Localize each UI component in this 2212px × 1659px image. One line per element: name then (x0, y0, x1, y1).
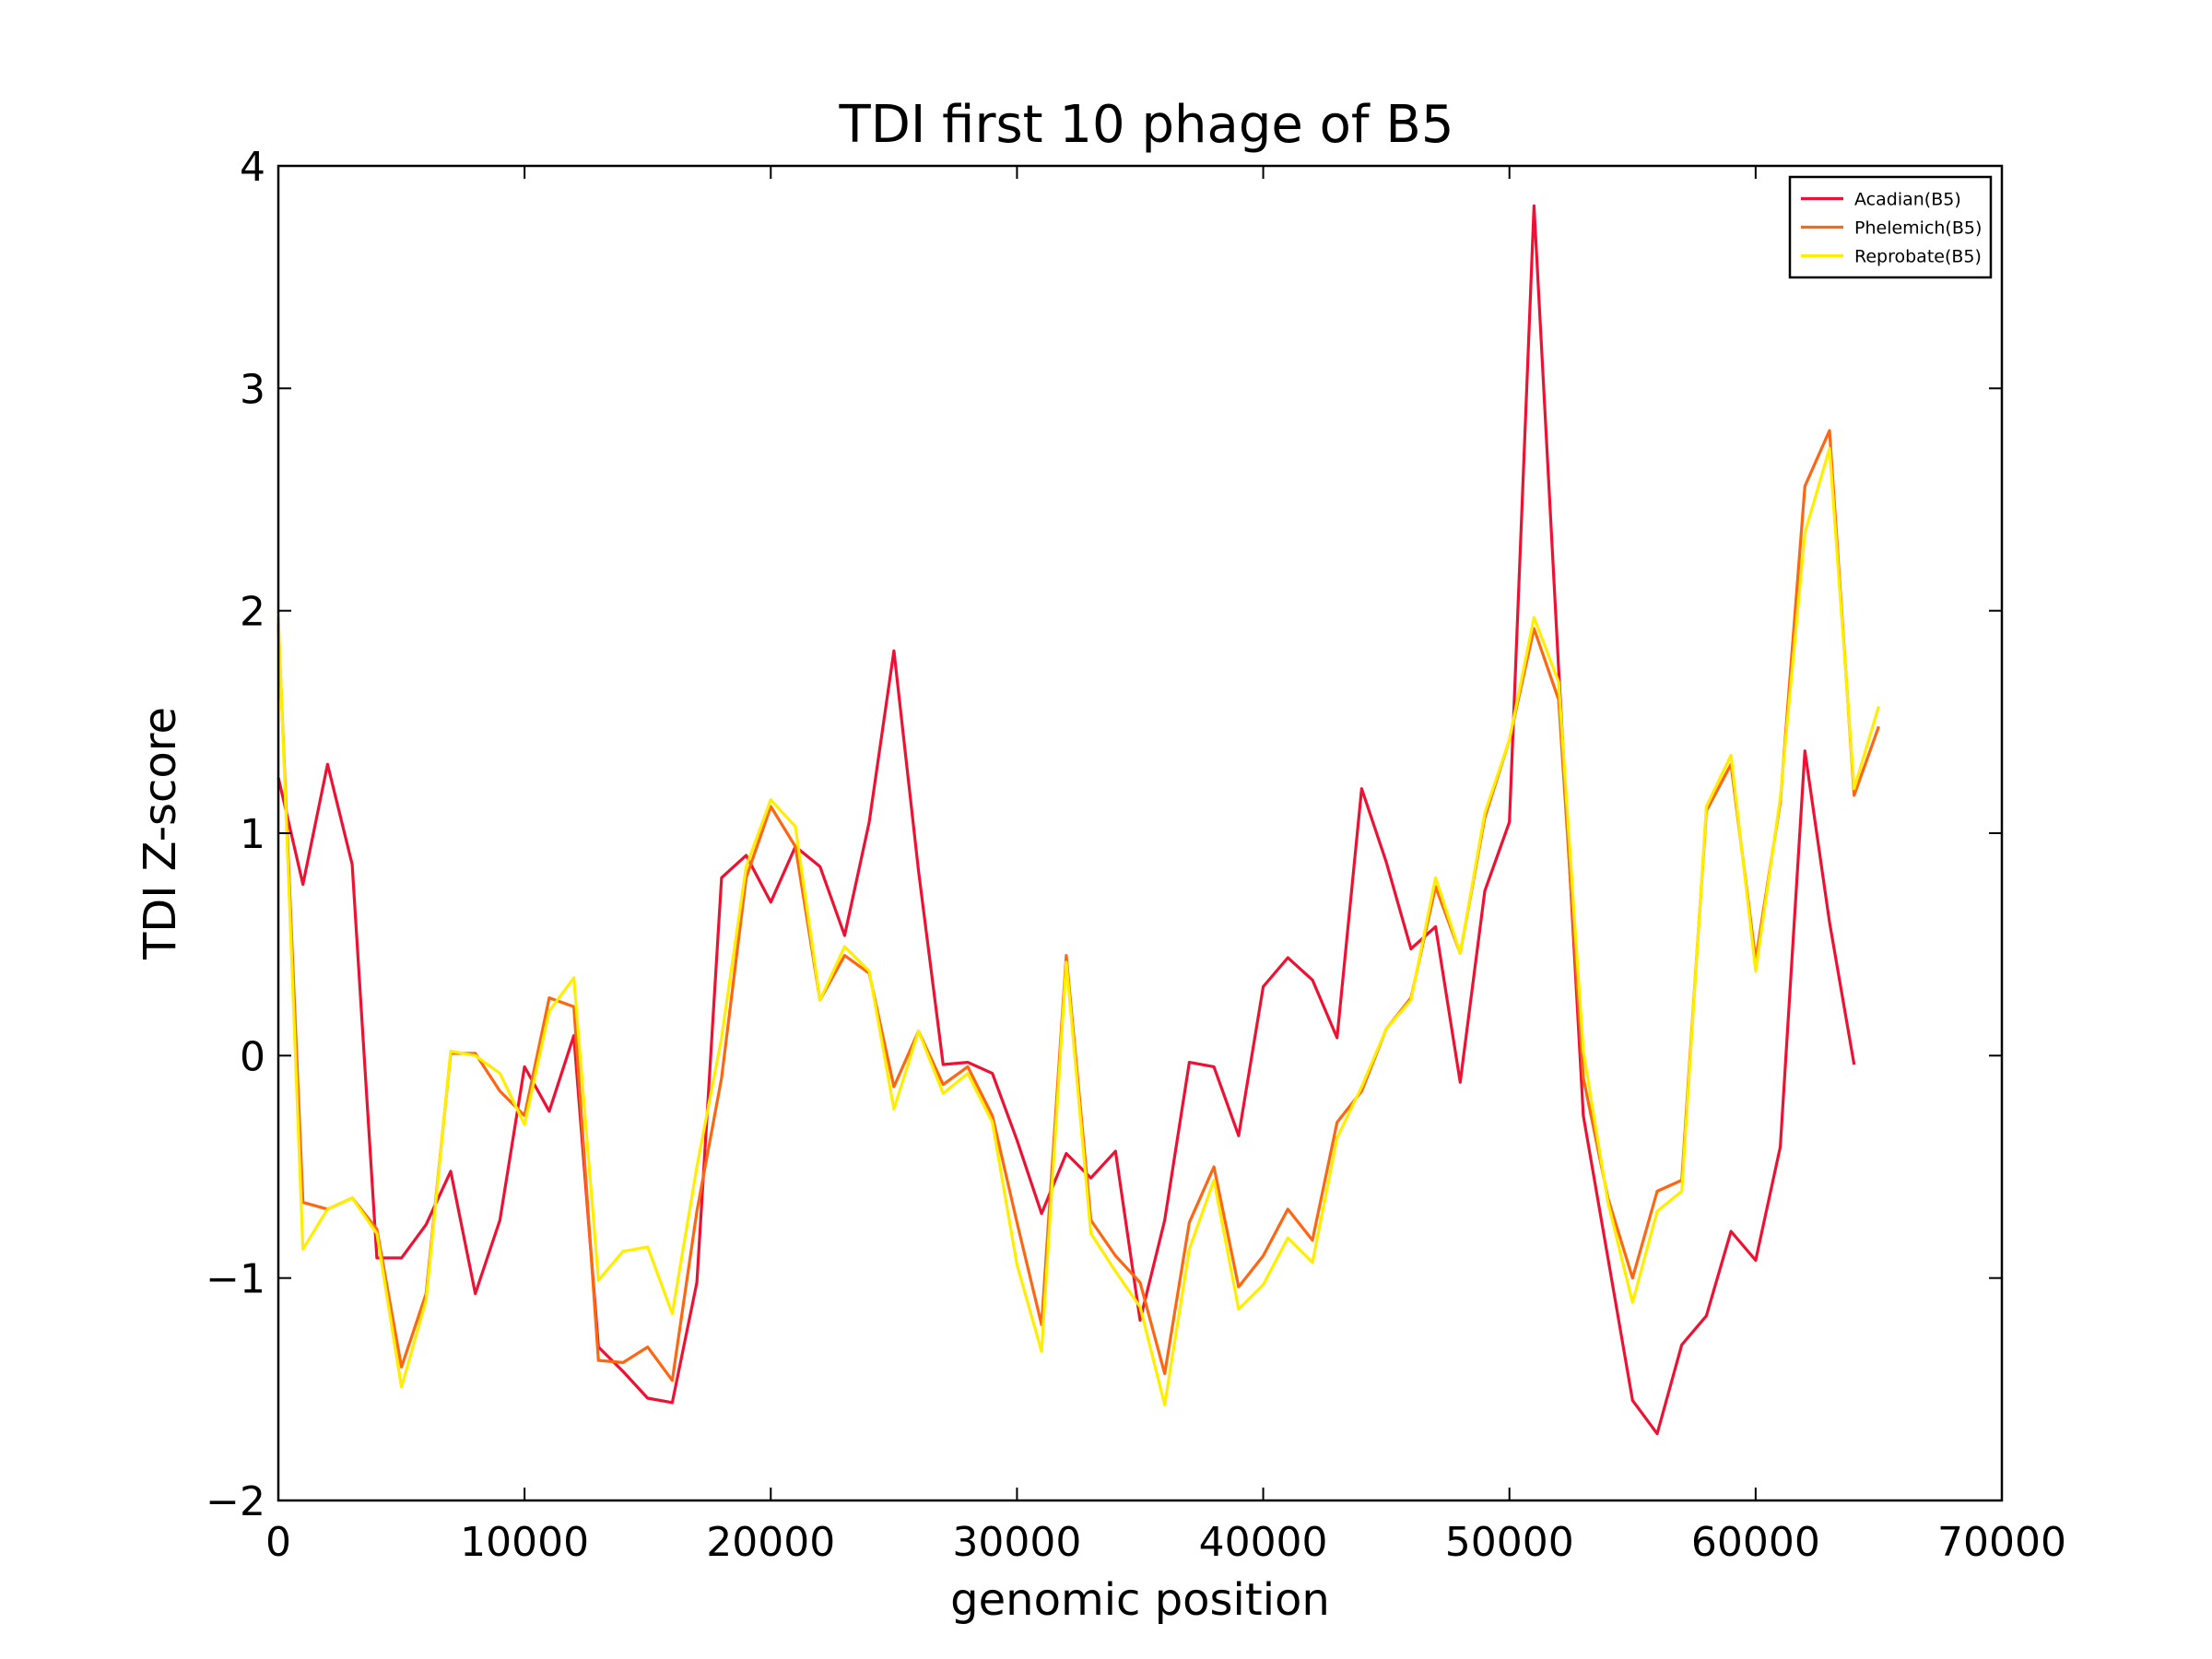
legend-label-phelemich-b5: Phelemich(B5) (1854, 218, 1982, 239)
y-tick-label-5: 3 (240, 366, 265, 413)
y-tick-label-1: −1 (206, 1256, 265, 1303)
x-tick-label-4: 40000 (1199, 1519, 1328, 1566)
y-tick-label-0: −2 (206, 1478, 265, 1525)
series-line-reprobate-b5 (276, 446, 1880, 1406)
x-tick-label-3: 30000 (952, 1519, 1081, 1566)
y-tick-label-3: 1 (240, 811, 265, 858)
x-tick-label-7: 70000 (1937, 1519, 2066, 1566)
y-tick-label-4: 2 (240, 589, 265, 636)
y-tick-label-2: 0 (240, 1033, 265, 1080)
x-tick-label-5: 50000 (1445, 1519, 1574, 1566)
x-axis-label: genomic position (950, 1574, 1330, 1626)
plot-area-frame (276, 164, 2004, 1502)
x-tick-label-6: 60000 (1691, 1519, 1820, 1566)
legend-label-acadian-b5: Acadian(B5) (1854, 190, 1961, 210)
tick-labels: 0 10000 20000 30000 40000 50000 60000 70000 −2 −1… (206, 144, 2066, 1566)
x-tick-label-1: 10000 (460, 1519, 589, 1566)
legend: Acadian(B5) Phelemich(B5) Reprobate(B5) (1788, 175, 1993, 279)
chart-title: TDI first 10 phage of B5 (839, 95, 1454, 155)
x-tick-label-2: 20000 (706, 1519, 835, 1566)
legend-label-reprobate-b5: Reprobate(B5) (1854, 247, 1982, 267)
plot-lines (276, 204, 1880, 1436)
x-tick-label-0: 0 (265, 1519, 291, 1566)
y-tick-label-6: 4 (240, 144, 265, 191)
series-line-acadian-b5 (276, 204, 1856, 1436)
y-axis-label: TDI Z-score (135, 707, 186, 960)
